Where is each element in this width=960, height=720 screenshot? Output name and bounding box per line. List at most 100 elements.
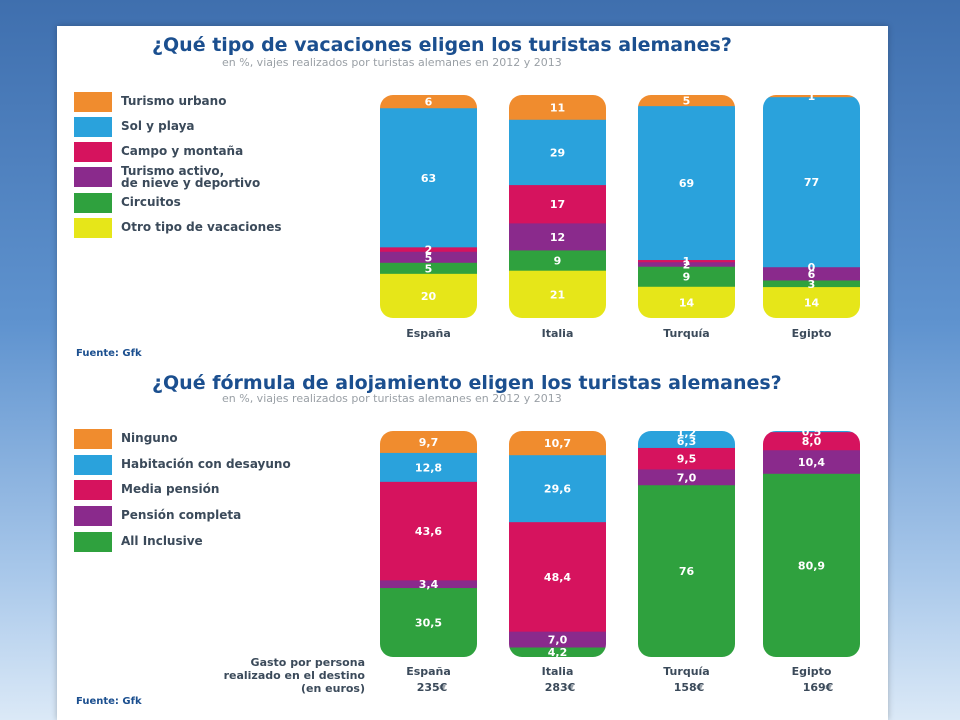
legend-label: Pensión completa bbox=[121, 508, 242, 522]
legend-item-media-pension: Media pensión bbox=[74, 480, 354, 502]
bar-segment-italia-circuitos bbox=[509, 250, 606, 272]
data-label-italia-habitacion-con-desayuno: 29,6 bbox=[544, 483, 571, 496]
bar-espana bbox=[380, 431, 477, 657]
bar-segment-espana-campo-y-montana bbox=[380, 247, 477, 253]
bar-segment-turquia-all-inclusive bbox=[638, 485, 735, 657]
bar-segment-italia-campo-y-montana bbox=[509, 185, 606, 224]
bar-segment-egipto-pension-completa bbox=[763, 450, 860, 475]
legend-label: Habitación con desayuno bbox=[121, 457, 291, 471]
data-label-italia-sol-y-playa: 29 bbox=[550, 146, 565, 159]
data-label-turquia-turismo-activo-de-nieve-y-deportivo: 2 bbox=[683, 258, 691, 271]
spending-value-espana: 235€ bbox=[416, 681, 448, 694]
bar-segment-turquia-campo-y-montana bbox=[638, 260, 735, 263]
data-label-egipto-turismo-activo-de-nieve-y-deportivo: 6 bbox=[808, 268, 816, 281]
legend-swatch bbox=[74, 506, 112, 526]
legend-swatch bbox=[74, 218, 112, 238]
legend-item-all-inclusive: All Inclusive bbox=[74, 532, 354, 554]
bar-segment-italia-ninguno bbox=[509, 431, 606, 456]
bar-segment-italia-turismo-urbano bbox=[509, 95, 606, 121]
bar-segment-espana-all-inclusive bbox=[380, 588, 477, 657]
data-label-turquia-habitacion-con-desayuno: 1,2 bbox=[677, 426, 697, 439]
x-tick-label-turquia: Turquía bbox=[663, 327, 709, 340]
bar-segment-espana-sol-y-playa bbox=[380, 108, 477, 248]
bar-segment-espana-media-pension bbox=[380, 481, 477, 581]
spending-label: Gasto por persona realizado en el destin… bbox=[223, 656, 365, 695]
legend-item-turismo-activo: Turismo activo, de nieve y deportivo bbox=[74, 164, 354, 190]
legend-swatch bbox=[74, 532, 112, 552]
bar-segment-espana-circuitos bbox=[380, 262, 477, 275]
legend-label: Turismo urbano bbox=[121, 94, 227, 108]
bar-turquia bbox=[638, 431, 735, 657]
data-label-egipto-otro-tipo-de-vacaciones: 14 bbox=[804, 297, 820, 310]
x-tick-label-egipto: Egipto bbox=[792, 665, 832, 678]
bar-segment-espana-habitacion-con-desayuno bbox=[380, 452, 477, 483]
data-label-italia-campo-y-montana: 17 bbox=[550, 198, 565, 211]
data-label-egipto-pension-completa: 10,4 bbox=[798, 456, 825, 469]
data-label-italia-circuitos: 9 bbox=[554, 255, 562, 268]
data-label-egipto-turismo-urbano: 1 bbox=[808, 90, 816, 103]
bar-segment-egipto-sol-y-playa bbox=[763, 97, 860, 268]
bar-egipto bbox=[763, 431, 860, 657]
data-label-turquia-campo-y-montana: 1 bbox=[683, 255, 691, 268]
legend-item-turismo-urbano: Turismo urbano bbox=[74, 92, 354, 114]
data-label-turquia-otro-tipo-de-vacaciones: 14 bbox=[679, 296, 695, 309]
chart1-source: Fuente: Gfk bbox=[76, 348, 142, 359]
data-label-espana-turismo-activo-de-nieve-y-deportivo: 5 bbox=[425, 251, 433, 264]
data-label-italia-media-pension: 48,4 bbox=[544, 571, 571, 584]
bar-segment-espana-turismo-urbano bbox=[380, 95, 477, 109]
bar-segment-egipto-turismo-urbano bbox=[763, 95, 860, 98]
bar-segment-italia-turismo-activo-de-nieve-y-deportivo bbox=[509, 223, 606, 252]
x-tick-label-italia: Italia bbox=[542, 665, 574, 678]
legend-label: All Inclusive bbox=[121, 534, 203, 548]
legend-swatch bbox=[74, 92, 112, 112]
bar-egipto bbox=[763, 95, 860, 318]
data-label-turquia-habitacion-con-desayuno-extra: 6,3 bbox=[677, 435, 697, 448]
bar-segment-turquia-habitacion-con-desayuno bbox=[638, 431, 735, 435]
bar-segment-espana-turismo-activo-de-nieve-y-deportivo bbox=[380, 251, 477, 264]
legend-item-habitacion-con-desayuno: Habitación con desayuno bbox=[74, 455, 354, 477]
x-tick-label-turquia: Turquía bbox=[663, 665, 709, 678]
legend-label: Campo y montaña bbox=[121, 144, 244, 158]
x-tick-label-espana: España bbox=[406, 327, 451, 340]
bar-segment-turquia-habitacion-con-desayuno-extra bbox=[638, 433, 735, 449]
legend-label: Turismo activo, de nieve y deportivo bbox=[121, 164, 261, 190]
data-label-espana-circuitos: 5 bbox=[425, 262, 433, 275]
legend-item-pension-completa: Pensión completa bbox=[74, 506, 354, 528]
legend-label: Ninguno bbox=[121, 431, 178, 445]
bar-segment-espana-otro-tipo-de-vacaciones bbox=[380, 273, 477, 318]
data-label-italia-turismo-urbano: 11 bbox=[550, 101, 565, 114]
bar-segment-italia-all-inclusive bbox=[509, 647, 606, 657]
x-tick-label-egipto: Egipto bbox=[792, 327, 832, 340]
legend-item-circuitos: Circuitos bbox=[74, 193, 354, 215]
data-label-espana-campo-y-montana: 2 bbox=[425, 244, 433, 257]
bar-espana bbox=[380, 95, 477, 318]
legend-swatch bbox=[74, 480, 112, 500]
bar-italia bbox=[509, 95, 606, 318]
bar-segment-egipto-media-pension bbox=[763, 432, 860, 451]
data-label-espana-habitacion-con-desayuno: 12,8 bbox=[415, 461, 442, 474]
legend-swatch bbox=[74, 142, 112, 162]
data-label-italia-all-inclusive: 4,2 bbox=[548, 646, 568, 659]
legend-swatch bbox=[74, 193, 112, 213]
x-tick-label-espana: España bbox=[406, 665, 451, 678]
bar-segment-turquia-turismo-urbano bbox=[638, 95, 735, 107]
data-label-egipto-circuitos: 3 bbox=[808, 278, 816, 291]
data-label-italia-turismo-activo-de-nieve-y-deportivo: 12 bbox=[550, 231, 565, 244]
legend-label: Sol y playa bbox=[121, 119, 195, 133]
spending-value-egipto: 169€ bbox=[802, 681, 834, 694]
legend-swatch bbox=[74, 455, 112, 475]
data-label-espana-turismo-urbano: 6 bbox=[425, 96, 433, 109]
legend-swatch bbox=[74, 167, 112, 187]
data-label-turquia-media-pension: 9,5 bbox=[677, 453, 697, 466]
bar-segment-espana-ninguno bbox=[380, 431, 477, 454]
bar-segment-egipto-circuitos bbox=[763, 280, 860, 288]
legend-item-campo-y-montana: Campo y montaña bbox=[74, 142, 354, 164]
data-label-egipto-campo-y-montana: 0 bbox=[808, 261, 816, 274]
data-label-espana-all-inclusive: 30,5 bbox=[415, 617, 442, 630]
chart2-source: Fuente: Gfk bbox=[76, 696, 142, 707]
data-label-espana-ninguno: 9,7 bbox=[419, 436, 439, 449]
data-label-egipto-habitacion-con-desayuno: 0,5 bbox=[802, 426, 822, 439]
data-label-egipto-media-pension: 8,0 bbox=[802, 435, 822, 448]
legend-swatch bbox=[74, 429, 112, 449]
bar-segment-italia-media-pension bbox=[509, 522, 606, 633]
